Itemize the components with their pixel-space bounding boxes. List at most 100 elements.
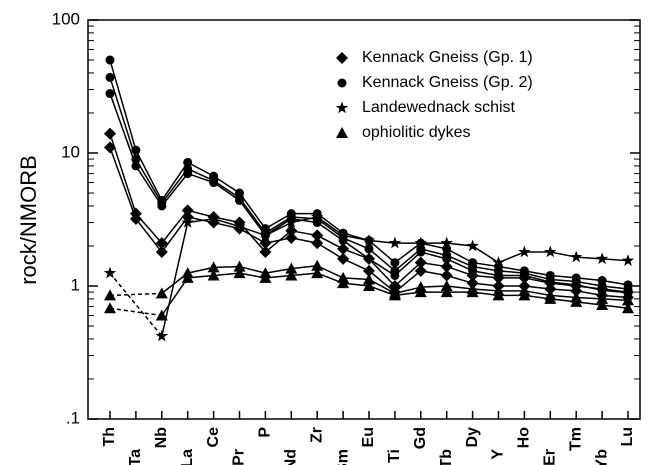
marker-triangle [155,287,168,299]
x-tick-label: Nb [153,427,170,449]
series-segment [213,181,240,202]
series-segment [368,239,396,264]
series-segment [187,274,214,279]
marker-triangle [207,269,220,281]
series-segment [550,294,577,299]
series-segment [238,197,267,234]
series-segment [446,248,473,264]
marker-star [207,212,220,225]
marker-triangle [622,294,634,306]
series-segment [368,285,396,297]
marker-triangle [596,298,609,310]
y-axis-label: rock/NMORB [16,155,41,285]
marker-triangle [285,269,298,281]
series-segment [342,239,370,260]
marker-circle [416,247,426,257]
series-segment [368,239,395,244]
series-segment [265,274,292,279]
marker-star [233,220,246,232]
marker-star [518,245,531,258]
marker-triangle [466,286,479,298]
series-segment [316,216,344,237]
series-segment [472,288,499,292]
marker-star [336,228,350,241]
marker-triangle [233,267,246,279]
marker-star [335,101,349,114]
plot-frame [87,19,641,420]
marker-triangle [622,302,634,314]
marker-diamond [414,256,427,269]
series-segment [316,221,344,242]
marker-circle [105,72,115,82]
series-segment [602,304,629,310]
series-segment [368,248,396,272]
marker-triangle [414,286,427,298]
marker-triangle [285,262,298,274]
marker-triangle [104,289,116,301]
marker-triangle [596,292,609,304]
series-segment [602,258,629,262]
series-segment [524,290,551,297]
x-tick-label: Er [542,449,559,465]
series-segment [265,221,292,237]
marker-triangle [207,261,220,273]
series-segment [446,258,473,272]
marker-star [440,236,453,249]
marker-star [621,254,635,266]
marker-circle [157,201,167,211]
series-segment [446,254,473,268]
marker-circle [597,285,607,295]
marker-triangle [570,295,583,307]
marker-circle [468,266,478,276]
marker-circle [183,157,193,167]
series-segment [394,242,422,264]
marker-diamond [104,127,116,140]
marker-triangle [233,260,246,272]
x-tick-label: La [179,449,196,465]
series-segment [576,296,603,300]
marker-star [259,228,272,241]
series-segment [316,242,344,260]
marker-star [311,210,324,223]
marker-diamond [181,204,194,217]
series-segment [368,258,396,287]
legend-label: Kennack Gneiss (Gp. 2) [362,74,533,91]
series-segment [187,168,214,182]
series-segment [524,294,551,300]
marker-triangle [492,289,505,301]
series-segment [135,218,163,253]
series-segment [472,291,499,297]
series-segment [109,292,162,297]
series-segment [161,277,189,316]
x-tick-label: Th [101,427,118,447]
series-segment [368,258,396,277]
marker-star [570,250,583,263]
x-tick-label: Zr [308,427,325,443]
series-segment [109,77,137,160]
x-tick-label: Tb [438,449,455,465]
x-tick-label: Ho [516,427,533,449]
series-segment [213,272,240,277]
series-segment [576,256,603,260]
series-segment [291,272,318,277]
series-segment [342,258,370,272]
series-segment [265,267,292,274]
marker-diamond [155,237,168,250]
marker-circle [623,288,633,298]
series-segment [187,266,214,274]
series-segment [213,265,240,269]
series-segment [239,272,266,279]
x-tick-label: Tm [567,427,584,451]
series-segment [394,270,422,293]
marker-circle [390,258,400,268]
legend-label: ophiolitic dykes [362,124,471,141]
x-tick-label: Y [490,449,507,460]
series-segment [161,173,189,207]
marker-circle [364,244,374,254]
series-segment [109,307,162,317]
series-segment [109,147,137,220]
marker-diamond [311,237,324,250]
marker-diamond [414,264,427,277]
marker-circle [131,161,141,171]
marker-circle [235,195,244,205]
